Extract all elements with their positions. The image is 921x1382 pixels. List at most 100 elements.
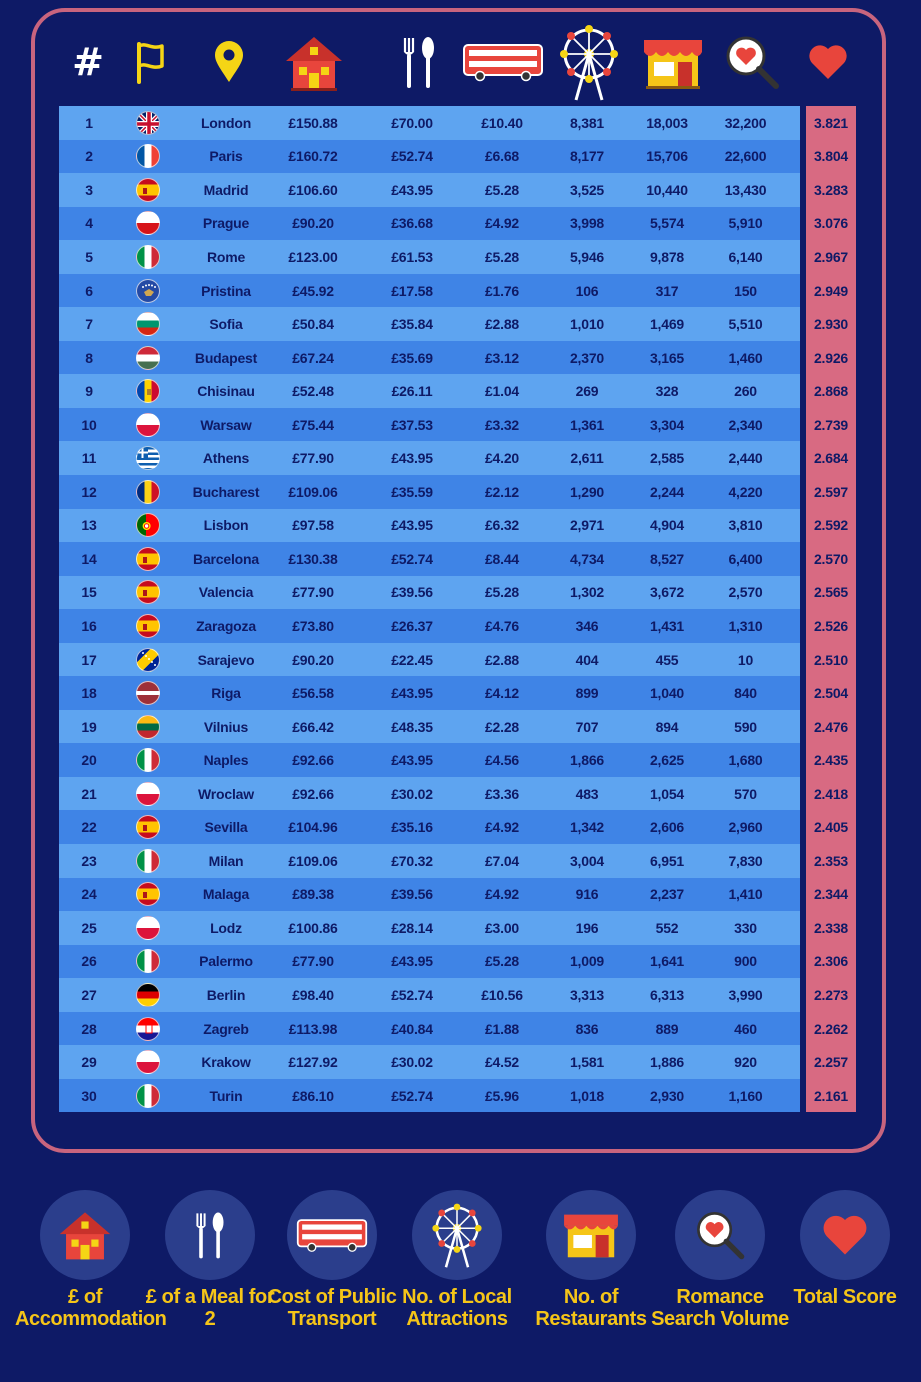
flag-cell <box>119 877 177 912</box>
legend-label: £ of Accommodation <box>15 1286 167 1330</box>
restaurants-cell: 1,886 <box>643 1045 691 1079</box>
attractions-cell: 8,177 <box>531 139 643 174</box>
restaurants-cell: 8,527 <box>643 542 691 576</box>
accommodation-cell: £123.00 <box>275 240 351 274</box>
ferris-wheel-icon <box>412 1190 502 1280</box>
search-volume-cell: 900 <box>691 944 803 979</box>
transport-cell: £5.96 <box>473 1078 531 1113</box>
total-score-cell: 2.257 <box>800 1045 856 1079</box>
search-volume-cell: 3,810 <box>691 508 803 543</box>
flag-cell <box>119 743 177 777</box>
transport-cell: £4.92 <box>473 206 531 241</box>
heart-search-icon <box>675 1190 765 1280</box>
es-flag-icon <box>136 546 160 571</box>
accommodation-cell: £100.86 <box>275 911 351 945</box>
legend-item: Total Score <box>775 1190 915 1308</box>
de-flag-icon <box>136 982 160 1007</box>
city-cell: Zaragoza <box>177 609 275 643</box>
flag-cell <box>119 340 177 375</box>
restaurants-cell: 2,237 <box>643 877 691 912</box>
attractions-cell: 1,581 <box>531 1045 643 1079</box>
flag-cell <box>119 676 177 710</box>
total-score-cell: 2.262 <box>800 1011 856 1046</box>
rank-symbol: # <box>72 40 104 84</box>
rank-cell: 17 <box>59 642 119 677</box>
hu-flag-icon <box>136 345 160 370</box>
legend-item: No. of Restaurants <box>521 1190 661 1330</box>
restaurants-cell: 9,878 <box>643 240 691 274</box>
search-volume-cell: 13,430 <box>691 173 803 207</box>
fr-flag-icon <box>136 144 160 169</box>
house-icon <box>40 1190 130 1280</box>
hr-flag-icon <box>136 1016 160 1041</box>
restaurants-cell: 6,313 <box>643 978 691 1012</box>
rank-cell: 28 <box>59 1011 119 1046</box>
table-row: 27 Berlin £98.40 £52.74 £10.56 3,313 6,313 3,99… <box>59 978 856 1012</box>
city-cell: London <box>177 106 275 140</box>
flag-cell <box>119 978 177 1012</box>
accommodation-cell: £130.38 <box>275 542 351 576</box>
city-cell: Lisbon <box>177 508 275 543</box>
legend-label: No. of Local Attractions <box>402 1286 512 1330</box>
total-score-cell: 2.510 <box>800 642 856 677</box>
pl-flag-icon <box>136 781 160 806</box>
ferris-wheel-icon <box>554 18 624 106</box>
attractions-cell: 1,009 <box>531 944 643 979</box>
city-cell: Krakow <box>177 1045 275 1079</box>
table-frame <box>31 8 886 1153</box>
table-row: 17 Sarajevo £90.20 £22.45 £2.88 404 455 10 2.510 <box>59 642 856 677</box>
attractions-cell: 1,302 <box>531 575 643 610</box>
cutlery-icon <box>165 1190 255 1280</box>
total-score-cell: 2.344 <box>800 877 856 912</box>
transport-cell: £4.92 <box>473 877 531 912</box>
legend: £ of Accommodation £ of a Meal for 2 Cost … <box>0 1190 921 1380</box>
city-cell: Valencia <box>177 575 275 610</box>
table-row: 24 Malaga £89.38 £39.56 £4.92 916 2,237 1,410 2.… <box>59 877 856 912</box>
transport-cell: £4.92 <box>473 810 531 845</box>
city-cell: Sarajevo <box>177 642 275 677</box>
transport-cell: £3.12 <box>473 340 531 375</box>
table-row: 26 Palermo £77.90 £43.95 £5.28 1,009 1,641 900 2… <box>59 944 856 979</box>
table-row: 25 Lodz £100.86 £28.14 £3.00 196 552 330 2.338 <box>59 911 856 945</box>
rank-cell: 13 <box>59 508 119 543</box>
table-row: 29 Krakow £127.92 £30.02 £4.52 1,581 1,886 920 2… <box>59 1045 856 1079</box>
search-volume-cell: 920 <box>691 1045 803 1079</box>
table-row: 19 Vilnius £66.42 £48.35 £2.28 707 894 590 2.476 <box>59 709 856 744</box>
it-flag-icon <box>136 949 160 974</box>
transport-cell: £2.12 <box>473 475 531 509</box>
accommodation-cell: £77.90 <box>275 441 351 476</box>
meal-cell: £70.32 <box>351 844 473 878</box>
meal-cell: £39.56 <box>351 877 473 912</box>
rank-cell: 2 <box>59 139 119 174</box>
table-row: 30 Turin £86.10 £52.74 £5.96 1,018 2,930 1,160 2… <box>59 1078 856 1113</box>
accommodation-cell: £89.38 <box>275 877 351 912</box>
attractions-cell: 196 <box>531 911 643 945</box>
legend-label: Total Score <box>793 1286 897 1308</box>
transport-cell: £2.88 <box>473 307 531 341</box>
restaurants-cell: 4,904 <box>643 508 691 543</box>
rank-cell: 9 <box>59 374 119 408</box>
total-score-cell: 2.405 <box>800 810 856 845</box>
attractions-cell: 3,004 <box>531 844 643 878</box>
heart-icon <box>799 18 856 106</box>
search-volume-cell: 840 <box>691 676 803 710</box>
meal-cell: £36.68 <box>351 206 473 241</box>
location-pin-icon <box>199 18 259 106</box>
total-score-cell: 2.592 <box>800 508 856 543</box>
total-score-cell: 2.504 <box>800 676 856 710</box>
transport-cell: £2.88 <box>473 642 531 677</box>
total-score-cell: 2.435 <box>800 743 856 777</box>
flag-cell <box>119 542 177 576</box>
total-score-cell: 2.684 <box>800 441 856 476</box>
city-cell: Lodz <box>177 911 275 945</box>
flag-cell <box>119 642 177 677</box>
rank-cell: 16 <box>59 609 119 643</box>
bus-icon <box>287 1190 377 1280</box>
legend-item: £ of Accommodation <box>15 1190 167 1330</box>
flag-cell <box>119 609 177 643</box>
accommodation-cell: £77.90 <box>275 575 351 610</box>
meal-cell: £43.95 <box>351 676 473 710</box>
search-volume-cell: 460 <box>691 1011 803 1046</box>
search-volume-cell: 2,440 <box>691 441 803 476</box>
table-row: 20 Naples £92.66 £43.95 £4.56 1,866 2,625 1,680… <box>59 743 856 777</box>
